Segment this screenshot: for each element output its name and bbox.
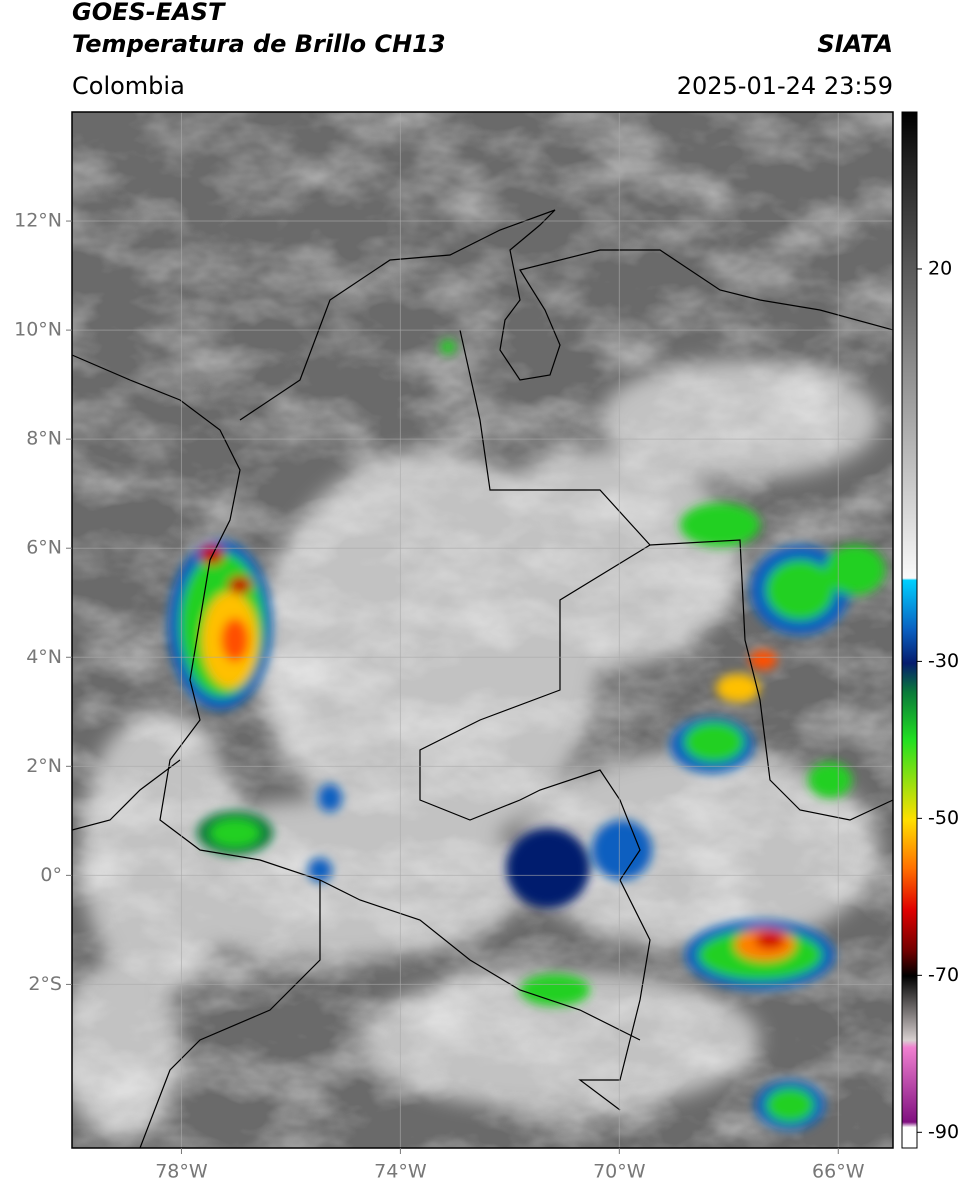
satellite-image bbox=[72, 112, 893, 1148]
x-tick-label: 66°W bbox=[812, 1161, 865, 1183]
y-tick-label: 2°S bbox=[28, 973, 62, 995]
x-tick-label: 78°W bbox=[155, 1161, 208, 1183]
y-tick-label: 2°N bbox=[26, 755, 62, 777]
y-tick-label: 8°N bbox=[26, 428, 62, 450]
y-tick-label: 0° bbox=[40, 864, 62, 886]
subtitle: Temperatura de Brillo CH13 bbox=[72, 30, 446, 58]
colorbar-tick-label: -30 bbox=[928, 650, 959, 672]
title: GOES-EAST bbox=[72, 0, 226, 26]
y-tick-label: 4°N bbox=[26, 646, 62, 668]
colorbar-tick-label: -90 bbox=[928, 1121, 959, 1143]
colorbar-tick-label: -50 bbox=[928, 807, 959, 829]
y-tick-label: 10°N bbox=[14, 319, 62, 341]
grid bbox=[72, 112, 893, 1148]
x-tick-label: 74°W bbox=[374, 1161, 427, 1183]
colorbar-tick-label: -70 bbox=[928, 964, 959, 986]
map-frame bbox=[71, 111, 894, 1149]
datetime: 2025-01-24 23:59 bbox=[677, 72, 893, 100]
y-tick-label: 12°N bbox=[14, 210, 62, 232]
source: SIATA bbox=[817, 30, 893, 58]
colorbar-tick-label: 20 bbox=[928, 257, 952, 279]
region: Colombia bbox=[72, 72, 185, 100]
y-tick-label: 6°N bbox=[26, 537, 62, 559]
x-tick-label: 70°W bbox=[593, 1161, 646, 1183]
colorbar bbox=[901, 111, 918, 1149]
